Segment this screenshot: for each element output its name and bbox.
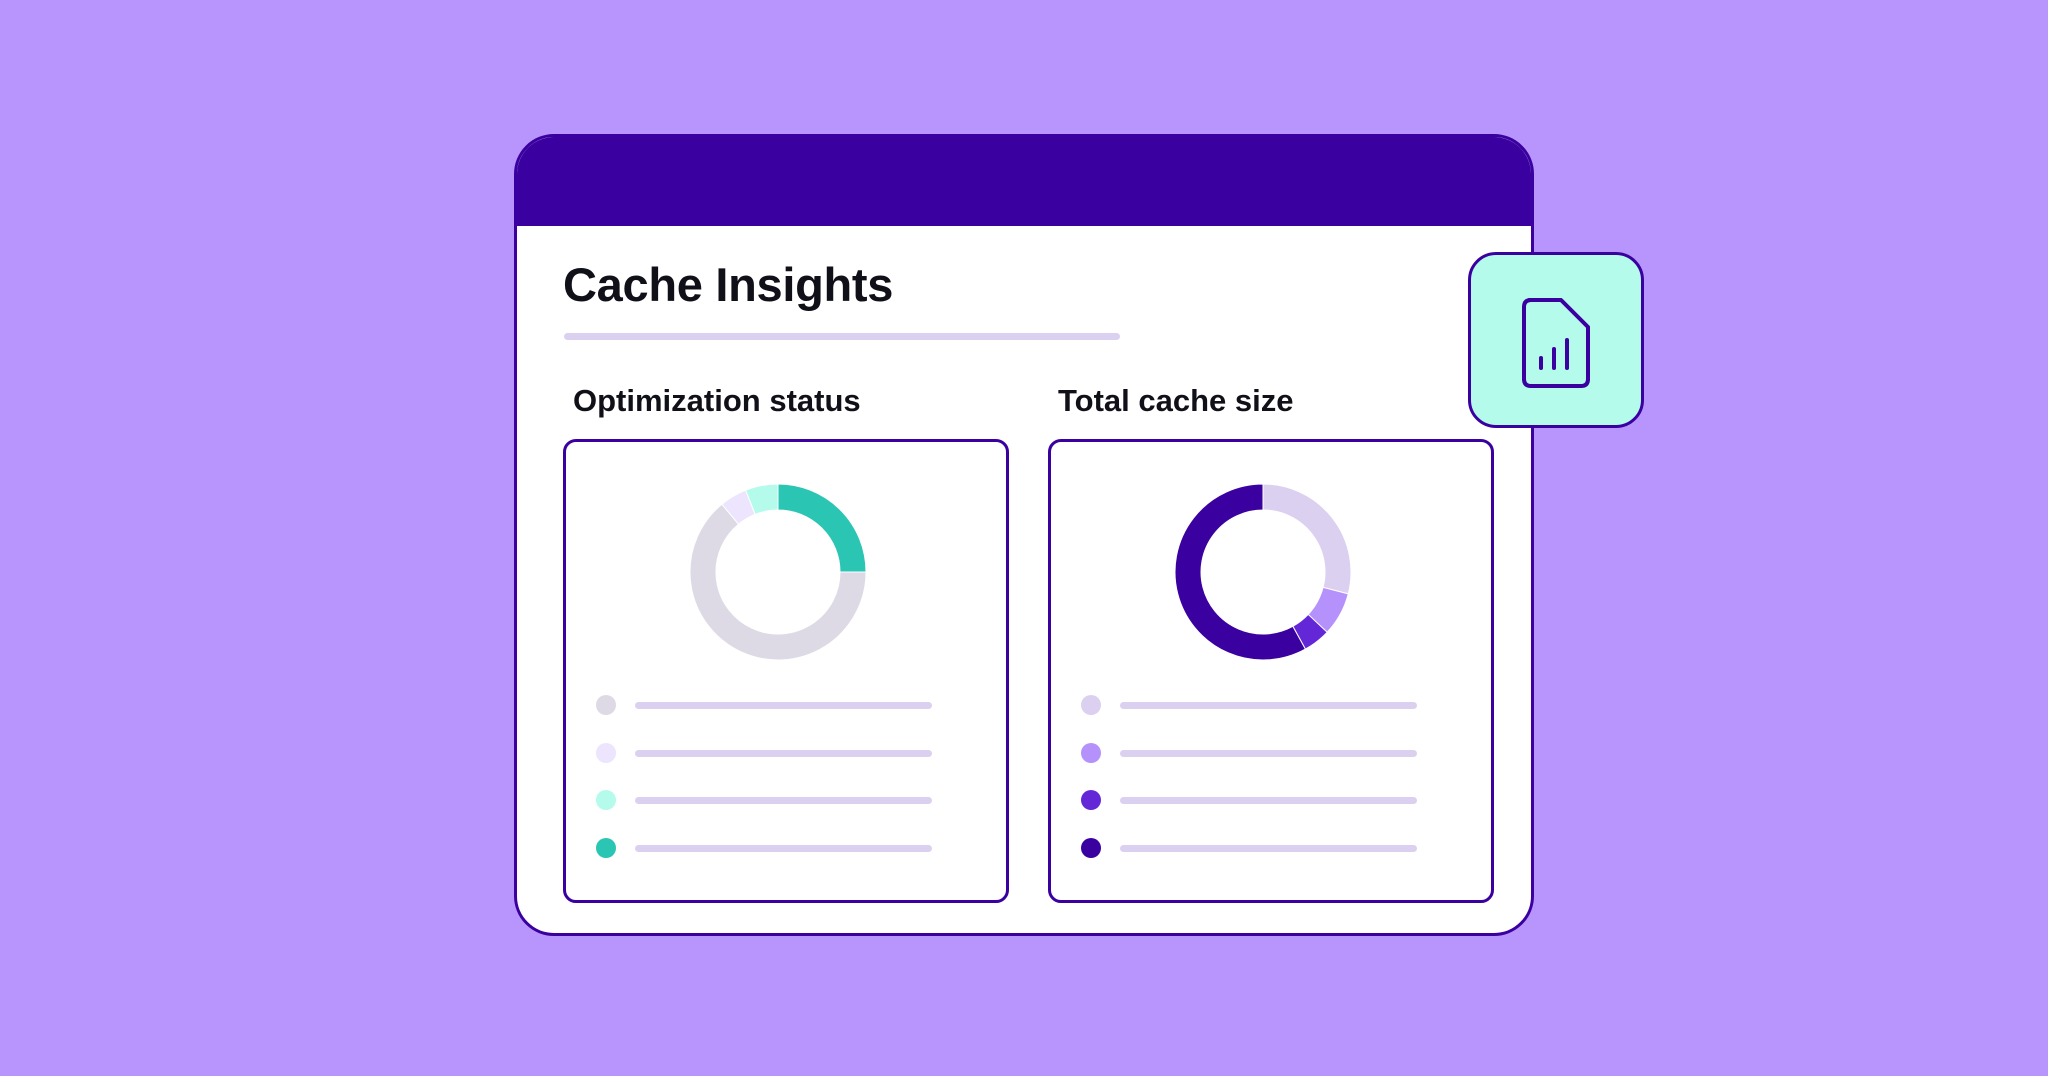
- legend-swatch: [596, 742, 616, 763]
- panel-card-optimization: [563, 439, 1009, 903]
- legend-swatch: [1081, 742, 1101, 763]
- legend-swatch: [1081, 695, 1101, 715]
- legend-item: [1081, 742, 1441, 791]
- legend-optimization: [596, 695, 956, 885]
- donut-segment-2: [689, 503, 867, 661]
- donut-segment-4: [1174, 483, 1307, 661]
- legend-swatch: [1081, 837, 1101, 858]
- legend-item: [1081, 837, 1441, 886]
- app-window: Cache Insights Optimization status Total…: [514, 134, 1534, 936]
- legend-item: [596, 742, 956, 791]
- legend-placeholder-line: [1120, 844, 1417, 852]
- window-titlebar: [517, 137, 1531, 226]
- legend-item: [1081, 695, 1441, 743]
- donut-chart-optimization: [689, 483, 867, 661]
- legend-item: [596, 790, 956, 838]
- chart-document-icon: [1522, 298, 1590, 388]
- panel-title-cache-size: Total cache size: [1058, 383, 1294, 418]
- title-placeholder-line: [564, 333, 1120, 340]
- legend-swatch: [596, 837, 616, 858]
- legend-swatch: [596, 695, 616, 715]
- legend-item: [1081, 790, 1441, 838]
- donut-chart-cache-size: [1174, 483, 1352, 661]
- legend-placeholder-line: [635, 844, 932, 852]
- page-title: Cache Insights: [563, 258, 894, 311]
- panel-card-cache-size: [1048, 439, 1494, 903]
- legend-placeholder-line: [635, 702, 932, 709]
- legend-placeholder-line: [1120, 702, 1417, 709]
- report-badge: [1468, 252, 1644, 428]
- donut-segment-1: [777, 483, 867, 573]
- legend-placeholder-line: [635, 749, 932, 757]
- legend-swatch: [1081, 790, 1101, 810]
- legend-swatch: [596, 790, 616, 810]
- panel-title-optimization: Optimization status: [573, 383, 861, 418]
- legend-item: [596, 695, 956, 743]
- legend-placeholder-line: [1120, 797, 1417, 804]
- donut-segment-4: [744, 483, 779, 516]
- legend-placeholder-line: [635, 797, 932, 804]
- legend-placeholder-line: [1120, 749, 1417, 757]
- legend-item: [596, 837, 956, 886]
- legend-cache-size: [1081, 695, 1441, 885]
- donut-segment-1: [1262, 483, 1352, 595]
